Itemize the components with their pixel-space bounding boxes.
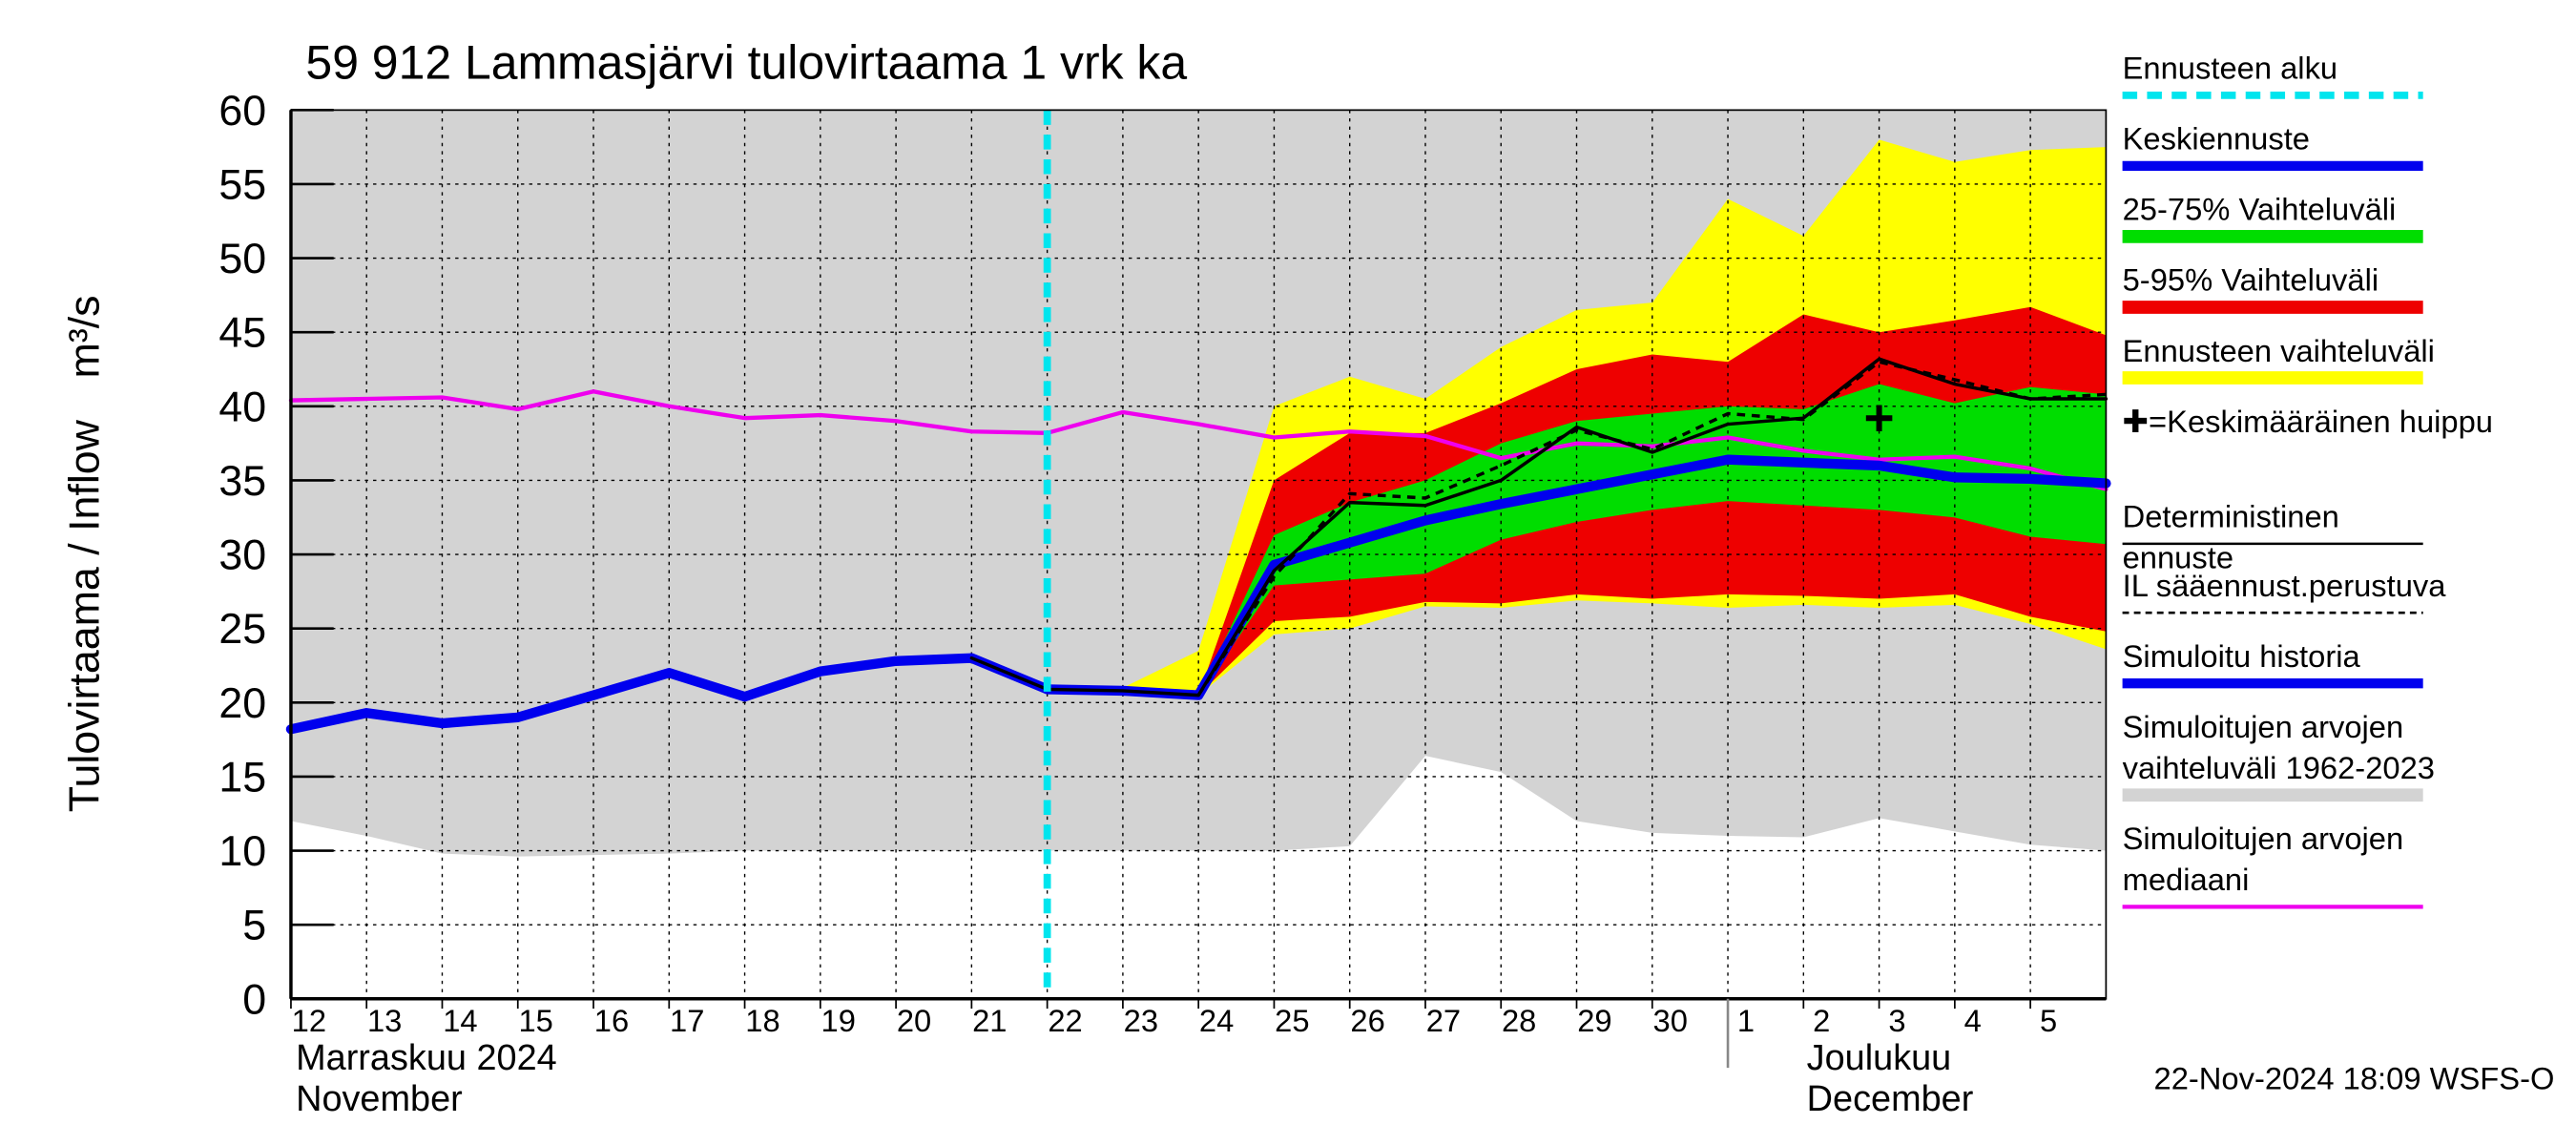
x-tick-label: 18	[745, 1003, 779, 1038]
x-tick-label: 14	[443, 1003, 477, 1038]
y-tick-label: 30	[218, 531, 266, 579]
y-axis-unit: m³/s	[61, 295, 109, 378]
x-tick-label: 12	[292, 1003, 326, 1038]
x-tick-label: 4	[1964, 1003, 1982, 1038]
x-tick-label: 22	[1048, 1003, 1082, 1038]
x-tick-label: 2	[1813, 1003, 1830, 1038]
y-tick-label: 60	[218, 87, 266, 135]
chart-title: 59 912 Lammasjärvi tulovirtaama 1 vrk ka	[305, 36, 1187, 90]
legend-text: Ennusteen vaihteluväli	[2122, 335, 2435, 370]
legend-entry: 5-95% Vaihteluväli	[2123, 261, 2451, 302]
legend-label: 25-75% Vaihteluväli	[2123, 191, 2451, 232]
legend-text: IL sääennust.perustuva	[2122, 570, 2446, 605]
legend-text: 25-75% Vaihteluväli	[2122, 194, 2397, 229]
y-tick-label: 10	[218, 827, 266, 875]
x-tick-label: 29	[1577, 1003, 1611, 1038]
legend-text: Ennusteen alku	[2122, 52, 2338, 88]
month-label: Marraskuu 2024	[296, 1038, 557, 1078]
legend-label: 5-95% Vaihteluväli	[2123, 261, 2451, 302]
x-tick-label: 24	[1199, 1003, 1234, 1038]
legend-entry: Keskiennuste	[2123, 120, 2451, 161]
x-tick-label: 3	[1888, 1003, 1905, 1038]
x-tick-label: 25	[1275, 1003, 1309, 1038]
month-label-en: November	[296, 1079, 463, 1119]
legend-label: Ennusteen alku	[2123, 50, 2451, 91]
legend-entry: 25-75% Vaihteluväli	[2123, 191, 2451, 232]
footer: 22-Nov-2024 18:09 WSFS-O	[2154, 1060, 2555, 1095]
x-tick-label: 27	[1426, 1003, 1461, 1038]
month-label: Joulukuu	[1807, 1038, 1952, 1078]
y-tick-label: 0	[242, 975, 266, 1023]
legend-label: Simuloitujen arvojen mediaani	[2123, 820, 2451, 902]
legend-text: 5-95% Vaihteluväli	[2122, 264, 2379, 300]
series-line	[969, 357, 2109, 697]
legend-label: Ennusteen vaihteluväli	[2123, 332, 2451, 373]
x-tick-label: 1	[1737, 1003, 1755, 1038]
legend-entry: ✚=Keskimääräinen huippu	[2123, 403, 2503, 444]
y-tick-label: 45	[218, 309, 266, 357]
y-tick-label: 25	[218, 605, 266, 653]
x-tick-label: 20	[897, 1003, 931, 1038]
x-tick-label: 17	[670, 1003, 704, 1038]
y-tick-label: 35	[218, 457, 266, 505]
legend-entry: Ennusteen alku	[2123, 50, 2451, 91]
legend-label: Simuloitu historia	[2123, 637, 2451, 678]
legend-text: Simuloitu historia	[2122, 640, 2360, 676]
legend-entry: IL sääennust.perustuva	[2123, 567, 2451, 608]
legend-label: Keskiennuste	[2123, 120, 2451, 161]
legend-label: IL sääennust.perustuva	[2123, 567, 2451, 608]
legend-entry: Simuloitujen arvojen vaihteluväli 1962-2…	[2123, 708, 2451, 790]
legend-text: Keskiennuste	[2122, 123, 2311, 158]
y-tick-label: 40	[218, 383, 266, 430]
x-tick-label: 15	[518, 1003, 552, 1038]
peak-marker	[1865, 405, 1893, 432]
legend-text: =Keskimääräinen huippu	[2149, 406, 2494, 441]
x-tick-label: 28	[1502, 1003, 1536, 1038]
legend-entry: Simuloitu historia	[2123, 637, 2451, 678]
y-tick-label: 20	[218, 679, 266, 727]
series-line	[288, 389, 2109, 491]
x-tick-label: 23	[1124, 1003, 1158, 1038]
x-tick-label: 21	[972, 1003, 1007, 1038]
legend-entry: Deterministinen ennuste	[2123, 498, 2451, 580]
y-tick-label: 15	[218, 753, 266, 801]
legend-text: Simuloitujen arvojen mediaani	[2122, 822, 2404, 899]
x-tick-label: 5	[2040, 1003, 2057, 1038]
legend-label: Simuloitujen arvojen vaihteluväli 1962-2…	[2123, 708, 2451, 790]
x-tick-label: 19	[821, 1003, 856, 1038]
y-tick-label: 55	[218, 160, 266, 208]
legend-label: Deterministinen ennuste	[2123, 498, 2451, 580]
legend-peak-symbol: ✚	[2122, 406, 2150, 441]
y-axis-label: Tulovirtaama / Inflow	[61, 419, 109, 812]
legend-text: Simuloitujen arvojen vaihteluväli 1962-2…	[2122, 711, 2435, 787]
legend-text: Deterministinen ennuste	[2122, 501, 2339, 577]
x-tick-label: 13	[367, 1003, 402, 1038]
series-line	[1196, 360, 2107, 697]
legend-entry: Ennusteen vaihteluväli	[2123, 332, 2451, 373]
series-line	[285, 653, 1052, 735]
y-tick-label: 5	[242, 902, 266, 949]
x-tick-label: 16	[594, 1003, 629, 1038]
month-label-en: December	[1807, 1079, 1974, 1119]
x-tick-label: 30	[1653, 1003, 1688, 1038]
legend-entry: Simuloitujen arvojen mediaani	[2123, 820, 2451, 902]
y-tick-label: 50	[218, 235, 266, 282]
legend-label: ✚=Keskimääräinen huippu	[2123, 403, 2503, 444]
x-tick-label: 26	[1350, 1003, 1384, 1038]
legend: Ennusteen alku Keskiennuste 25-75% Vaihtel…	[2122, 50, 2503, 909]
